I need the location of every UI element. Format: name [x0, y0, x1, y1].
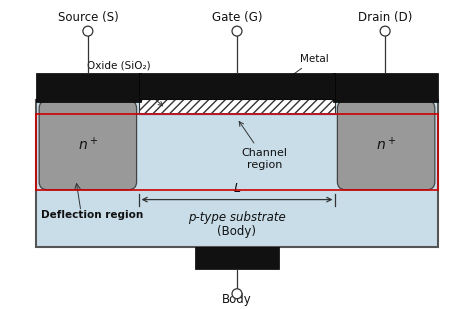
- Text: Body: Body: [222, 293, 252, 306]
- Text: Oxide (SiO₂): Oxide (SiO₂): [87, 61, 163, 106]
- Text: Channel
region: Channel region: [239, 121, 288, 170]
- Bar: [36, 73, 141, 103]
- Bar: [195, 247, 279, 269]
- Circle shape: [83, 26, 93, 36]
- Circle shape: [232, 26, 242, 36]
- Bar: [138, 73, 336, 99]
- Text: Source (S): Source (S): [57, 11, 118, 24]
- Text: Gate (G): Gate (G): [212, 11, 262, 24]
- FancyBboxPatch shape: [337, 100, 435, 190]
- Text: $L$: $L$: [233, 182, 241, 195]
- Text: (Body): (Body): [218, 225, 256, 238]
- Bar: [36, 100, 438, 247]
- Text: Deflection region: Deflection region: [41, 210, 144, 220]
- Bar: [333, 73, 438, 103]
- Circle shape: [232, 289, 242, 299]
- Text: Metal: Metal: [288, 54, 329, 78]
- Text: $n^+$: $n^+$: [376, 137, 396, 154]
- Circle shape: [380, 26, 390, 36]
- Text: p-type substrate: p-type substrate: [188, 211, 286, 224]
- FancyBboxPatch shape: [39, 100, 137, 190]
- Bar: [138, 99, 336, 114]
- Text: Drain (D): Drain (D): [358, 11, 412, 24]
- Text: $n^+$: $n^+$: [78, 137, 98, 154]
